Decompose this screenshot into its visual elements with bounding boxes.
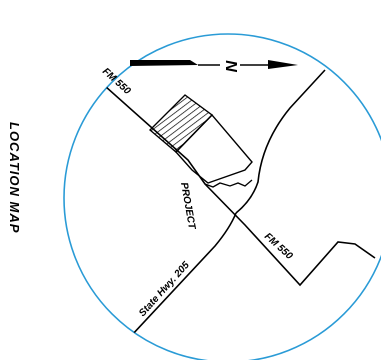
map-title: LOCATION MAP — [7, 122, 22, 233]
project-parcel — [175, 113, 253, 184]
creek-line — [204, 179, 253, 188]
connector-road — [235, 69, 326, 214]
map-boundary-circle — [63, 33, 381, 360]
project-label: PROJECT — [178, 182, 197, 231]
fm550-lower-label: FM 550 — [262, 231, 295, 262]
state-hwy-label: State Hwy. 205 — [137, 260, 192, 319]
project-hatched-parcel — [148, 94, 214, 153]
fm550-upper-label: FM 550 — [100, 66, 133, 97]
fm550-road — [77, 61, 376, 287]
north-label: N — [222, 60, 239, 72]
state-hwy-road — [117, 212, 237, 351]
north-arrow: N — [130, 60, 298, 72]
